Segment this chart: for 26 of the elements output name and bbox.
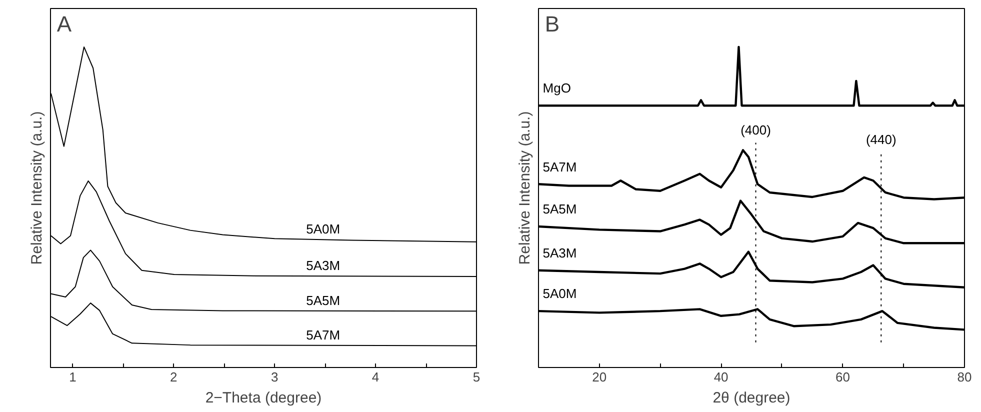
chart-title: B — [544, 12, 560, 36]
series-label: 5A5M — [542, 202, 577, 217]
x-tick-label: 60 — [836, 370, 850, 384]
x-tick-label: 4 — [372, 370, 380, 384]
y-axis-title: Relative Intensity (a.u.) — [28, 111, 46, 265]
annotation: (400) — [740, 122, 771, 138]
y-axis-title: Relative Intensity (a.u.) — [516, 111, 534, 265]
x-tick-label: 20 — [592, 370, 607, 384]
series-label: 5A7M — [542, 159, 577, 174]
series-label: 5A0M — [542, 286, 577, 302]
series-label: 5A7M — [306, 327, 340, 342]
x-axis-title: 2−Theta (degree) — [205, 390, 322, 406]
x-tick-label: 3 — [270, 370, 278, 384]
x-tick-label: 40 — [714, 370, 728, 384]
x-tick-label: 2 — [170, 370, 178, 384]
series-label: 5A3M — [306, 258, 340, 273]
x-tick-label: 1 — [69, 370, 76, 384]
x-tick-label: 5 — [472, 370, 480, 384]
series-label: MgO — [542, 80, 571, 96]
chart-title: A — [56, 12, 72, 36]
series-label: 5A0M — [306, 221, 340, 236]
series-label: 5A5M — [306, 292, 340, 308]
x-tick-label: 80 — [957, 370, 972, 384]
series-label: 5A3M — [542, 245, 577, 260]
annotation: (440) — [866, 132, 896, 148]
x-axis-title: 2θ (degree) — [712, 390, 790, 406]
